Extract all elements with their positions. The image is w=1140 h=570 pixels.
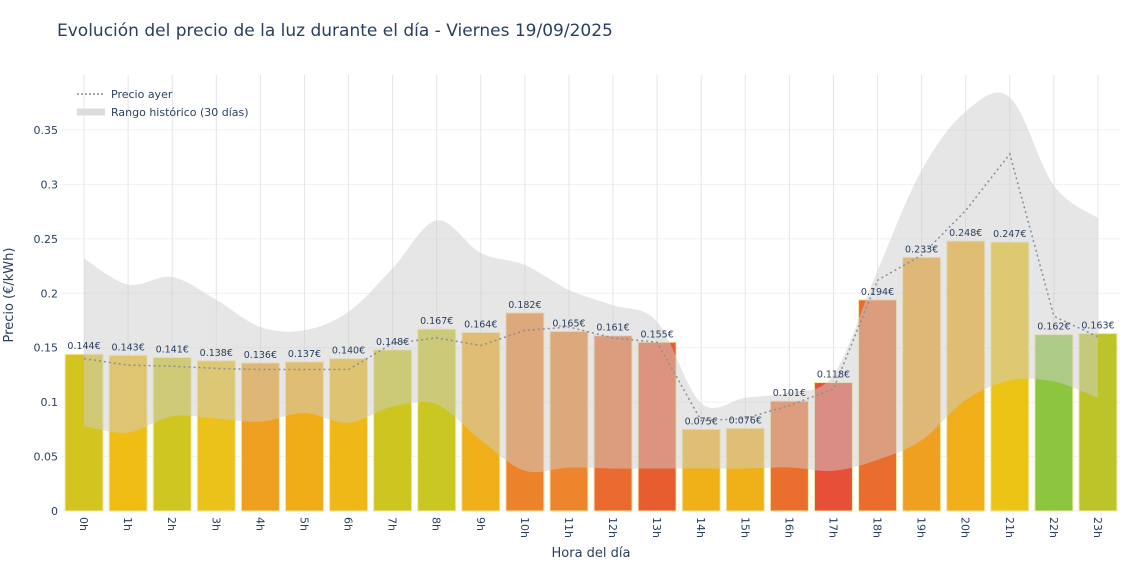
- range-band-area: [84, 92, 1098, 473]
- data-label: 0.163€: [1081, 321, 1114, 332]
- x-tick-label: 8h: [430, 517, 443, 531]
- axes: 0 0.05 0.1 0.15 0.2 0.25 0.3 0.35 0h 1h 2h 3h 4h 5h 6h…: [34, 124, 1104, 538]
- y-tick-label: 0.3: [41, 178, 59, 191]
- data-label: 0.137€: [288, 349, 321, 360]
- yesterday-price-line: [83, 152, 1099, 422]
- legend-range-label[interactable]: Rango histórico (30 días): [111, 106, 249, 119]
- x-tick-label: 10h: [518, 517, 531, 538]
- data-label: 0.155€: [641, 329, 674, 340]
- data-label: 0.167€: [420, 316, 453, 327]
- x-tick-label: 6h: [342, 517, 355, 531]
- data-label: 0.144€: [67, 341, 100, 352]
- x-tick-label: 23h: [1091, 517, 1104, 538]
- data-label: 0.140€: [332, 346, 365, 357]
- data-label: 0.248€: [949, 228, 982, 239]
- data-label: 0.076€: [729, 415, 762, 426]
- y-tick-label: 0: [51, 505, 58, 518]
- x-tick-label: 20h: [959, 517, 972, 538]
- data-label: 0.075€: [685, 416, 718, 427]
- y-tick-label: 0.15: [34, 342, 59, 355]
- x-tick-label: 17h: [826, 517, 839, 538]
- data-label: 0.148€: [376, 337, 409, 348]
- data-label: 0.141€: [156, 345, 189, 356]
- x-tick-label: 1h: [121, 517, 134, 531]
- data-label: 0.136€: [244, 350, 277, 361]
- y-axis-title: Precio (€/kWh): [2, 248, 17, 343]
- yesterday-line: [83, 152, 1099, 422]
- data-label: 0.161€: [596, 323, 629, 334]
- x-tick-label: 11h: [562, 517, 575, 538]
- data-label: 0.164€: [464, 319, 497, 330]
- data-label: 0.165€: [552, 318, 585, 329]
- x-tick-label: 3h: [209, 517, 222, 531]
- historical-range-band: [84, 92, 1098, 473]
- x-tick-label: 2h: [165, 517, 178, 531]
- data-label: 0.247€: [993, 229, 1026, 240]
- legend[interactable]: Precio ayer Rango histórico (30 días): [77, 88, 249, 119]
- data-label: 0.194€: [861, 287, 894, 298]
- x-tick-label: 22h: [1047, 517, 1060, 538]
- legend-yesterday-label[interactable]: Precio ayer: [111, 88, 173, 101]
- x-tick-label: 5h: [297, 517, 310, 531]
- x-tick-label: 4h: [253, 517, 266, 531]
- data-label: 0.162€: [1037, 322, 1070, 333]
- x-tick-label: 9h: [474, 517, 487, 531]
- data-label: 0.118€: [817, 370, 850, 381]
- data-label: 0.182€: [508, 300, 541, 311]
- x-axis-title: Hora del día: [552, 546, 631, 561]
- data-labels: 0.144€ 0.143€ 0.141€ 0.138€ 0.136€ 0.137€ 0.14…: [67, 228, 1114, 427]
- x-tick-label: 16h: [782, 517, 795, 538]
- y-tick-label: 0.35: [34, 124, 59, 137]
- x-tick-label: 15h: [738, 517, 751, 538]
- chart-title: Evolución del precio de la luz durante e…: [57, 21, 613, 41]
- data-label: 0.233€: [905, 244, 938, 255]
- data-label: 0.101€: [773, 388, 806, 399]
- data-label: 0.138€: [200, 348, 233, 359]
- x-tick-label: 19h: [915, 517, 928, 538]
- x-tick-label: 13h: [650, 517, 663, 538]
- x-tick-label: 7h: [386, 517, 399, 531]
- y-tick-label: 0.2: [41, 287, 59, 300]
- y-tick-label: 0.1: [41, 396, 59, 409]
- x-tick-label: 0h: [77, 517, 90, 531]
- y-tick-label: 0.05: [34, 451, 59, 464]
- x-tick-label: 18h: [871, 517, 884, 538]
- x-tick-label: 14h: [694, 517, 707, 538]
- y-tick-label: 0.25: [34, 233, 59, 246]
- x-tick-label: 21h: [1003, 517, 1016, 538]
- data-label: 0.143€: [112, 342, 145, 353]
- x-tick-label: 12h: [606, 517, 619, 538]
